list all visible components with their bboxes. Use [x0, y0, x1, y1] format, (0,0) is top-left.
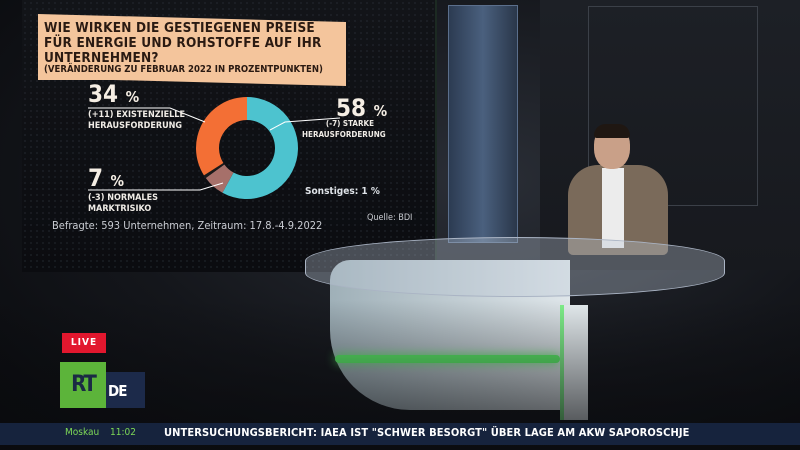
de-logo: DE: [106, 372, 145, 408]
donut-chart: [88, 97, 341, 200]
donut-slice-sonstiges: [203, 163, 225, 178]
unit: %: [125, 88, 140, 106]
live-badge: LIVE: [62, 333, 106, 353]
ticker-headline: UNTERSUCHUNGSBERICHT: IAEA IST "SCHWER B…: [164, 426, 690, 439]
unit: %: [373, 102, 388, 120]
pct-34: 34 %: [88, 80, 139, 108]
ticker-city: Moskau: [65, 427, 100, 438]
label-58: (-7) STARKE HERAUSFORDERUNG: [302, 118, 386, 140]
presenter-hair: [594, 124, 630, 138]
change: (-3) NORMALES: [88, 193, 158, 203]
label-7: (-3) NORMALES MARKTRISIKO: [88, 193, 158, 215]
unit: %: [110, 172, 125, 190]
presenter-shirt: [602, 168, 624, 248]
label: HERAUSFORDERUNG: [88, 121, 183, 131]
leader-line-7: [88, 182, 224, 191]
glass-desk-top: [305, 237, 725, 297]
label-34: (+11) EXISTENZIELLE HERAUSFORDERUNG: [88, 110, 185, 132]
label: HERAUSFORDERUNG: [302, 130, 386, 139]
value: 7: [88, 164, 104, 192]
subtitle-banner: [38, 63, 310, 80]
studio-pillar: [448, 5, 518, 243]
pct-7: 7 %: [88, 164, 124, 192]
infographic-title: WIE WIRKEN DIE GESTIEGENEN PREISE FÜR EN…: [44, 20, 322, 66]
ticker-time: 11:02: [110, 427, 136, 438]
leader-line-34: [88, 107, 206, 123]
value: 34: [88, 80, 119, 108]
label: MARKTRISIKO: [88, 204, 152, 214]
rt-logo: RT: [60, 362, 106, 408]
value: 58: [336, 94, 367, 122]
infographic-subtitle: (VERÄNDERUNG ZU FEBRUAR 2022 IN PROZENTP…: [44, 64, 323, 75]
leader-line-58: [269, 117, 341, 131]
pct-58: 58 %: [336, 94, 387, 122]
donut-slice-starke-herausforderung: [222, 97, 299, 200]
other-label: Sonstiges: 1 %: [305, 186, 380, 197]
change: (+11) EXISTENZIELLE: [88, 110, 185, 120]
wall-panel: [588, 6, 758, 206]
survey-note: Befragte: 593 Unternehmen, Zeitraum: 17.…: [52, 219, 323, 232]
source-label: Quelle: BDI: [367, 213, 413, 223]
change: (-7) STARKE: [325, 119, 374, 128]
donut-slice-existenzielle-herausforderung: [196, 97, 247, 176]
news-ticker: [0, 423, 800, 445]
